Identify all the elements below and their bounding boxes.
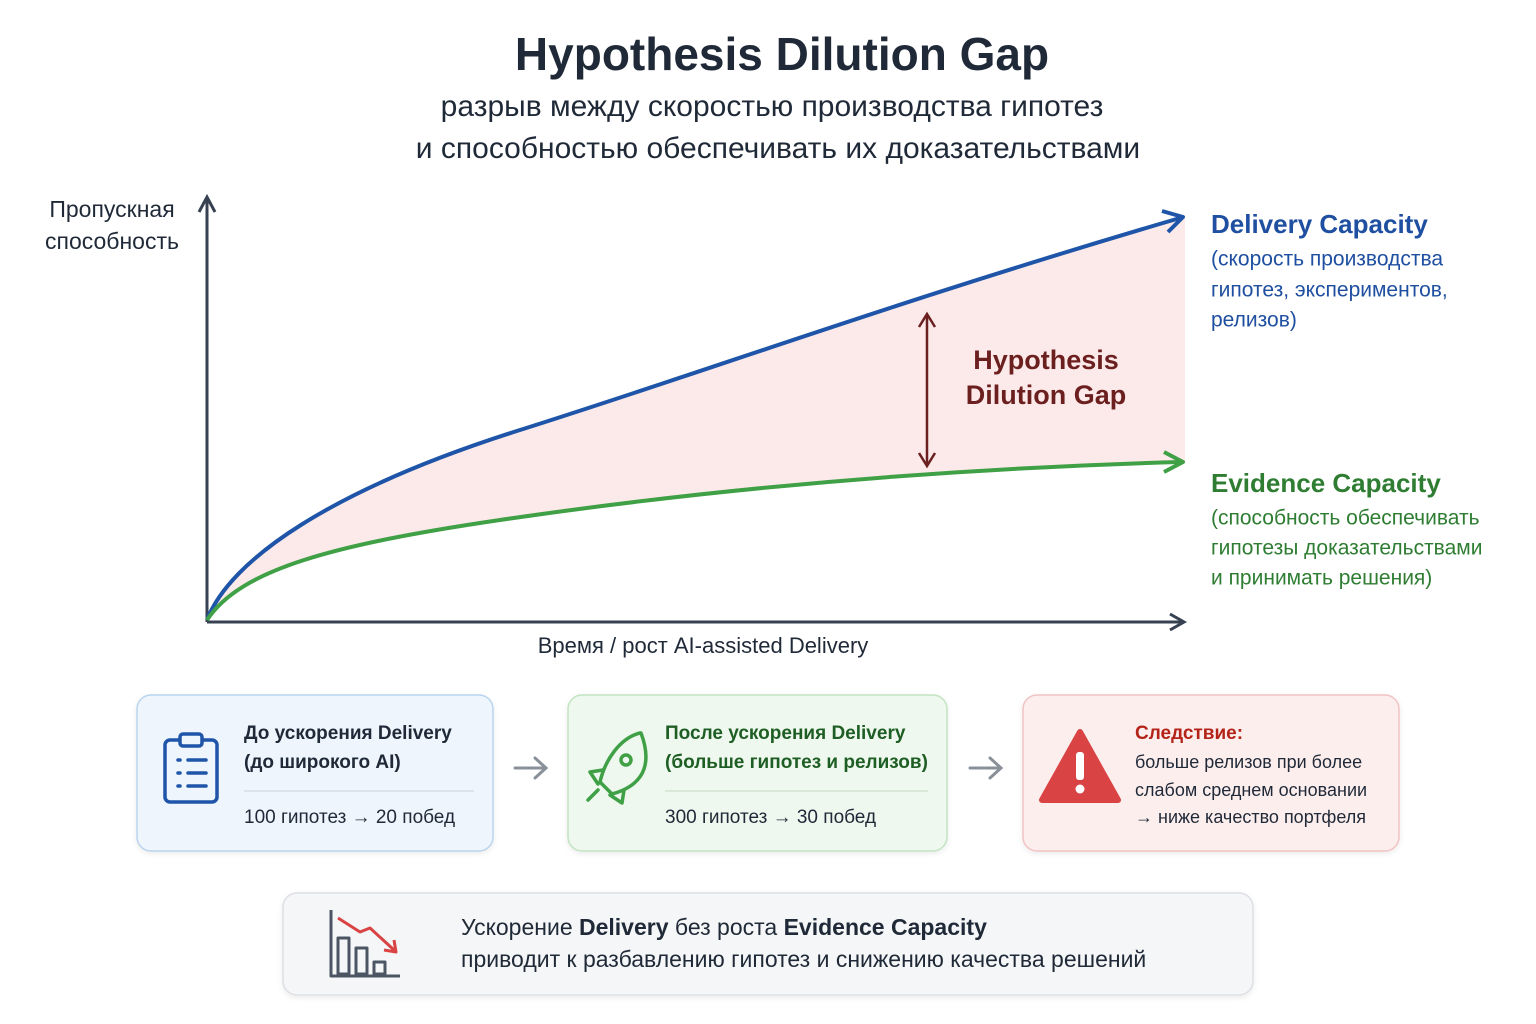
card <box>567 694 948 852</box>
card-title: До ускорения Delivery <box>244 723 452 744</box>
delivery-description: гипотез, экспериментов, <box>1211 279 1448 302</box>
card-title: Следствие: <box>1135 723 1243 744</box>
warning-icon <box>1039 729 1121 803</box>
card-title: (до широкого AI) <box>244 752 401 773</box>
card-title: После ускорения Delivery <box>665 723 906 744</box>
card-stat: 100 гипотез → 20 побед <box>244 807 455 828</box>
delivery-description: (скорость производства <box>1211 248 1443 271</box>
x-axis-label: Время / рост AI-assisted Delivery <box>538 633 869 658</box>
evidence-description: гипотезы доказательствами <box>1211 537 1482 560</box>
title: Hypothesis Dilution Gap <box>515 28 1049 80</box>
gap-area <box>207 218 1185 620</box>
conclusion-line: Ускорение Delivery без роста Evidence Ca… <box>461 914 987 940</box>
card-stat: 300 гипотез → 30 побед <box>665 807 876 828</box>
y-axis-label: Пропускная <box>49 196 174 222</box>
evidence-curve <box>205 460 1181 622</box>
evidence-description: и принимать решения) <box>1211 567 1432 590</box>
gap-label: Hypothesis <box>973 345 1119 375</box>
x-axis-arrow <box>1169 612 1188 632</box>
card <box>1022 694 1400 852</box>
y-axis-arrow <box>197 193 217 213</box>
conclusion-emphasis: Delivery <box>579 914 669 940</box>
delivery-description: релизов) <box>1211 309 1297 332</box>
gap-label: Dilution Gap <box>966 380 1126 410</box>
card-body: больше релизов при более <box>1135 752 1362 772</box>
delivery-name: Delivery Capacity <box>1211 209 1428 239</box>
evidence-arrow <box>1163 450 1185 474</box>
clipboard-icon <box>163 732 219 804</box>
subtitle: разрыв между скоростью производства гипо… <box>441 90 1104 123</box>
gap-arrow-head <box>917 311 937 328</box>
card-body: слабом среднем основании <box>1135 780 1367 800</box>
card-body: → ниже качество портфеля <box>1135 807 1366 827</box>
delivery-curve <box>205 216 1181 621</box>
evidence-name: Evidence Capacity <box>1211 468 1441 498</box>
conclusion-text: Ускорение <box>461 914 579 940</box>
conclusion-box <box>282 892 1254 996</box>
conclusion-emphasis: Evidence Capacity <box>784 914 987 940</box>
rocket-icon <box>586 731 648 805</box>
decline-chart-icon <box>329 910 400 978</box>
flow-arrow <box>513 756 549 780</box>
conclusion-text: без роста <box>669 914 784 940</box>
y-axis-label: способность <box>45 228 179 254</box>
card <box>136 694 494 852</box>
delivery-arrow <box>1161 209 1185 234</box>
gap-arrow-head <box>917 452 937 469</box>
card-title: (больше гипотез и релизов) <box>665 752 928 773</box>
subtitle: и способностью обеспечивать их доказател… <box>416 132 1140 165</box>
conclusion-line: приводит к разбавлению гипотез и снижени… <box>461 946 1146 972</box>
evidence-description: (способность обеспечивать <box>1211 507 1480 530</box>
flow-arrow <box>968 756 1004 780</box>
